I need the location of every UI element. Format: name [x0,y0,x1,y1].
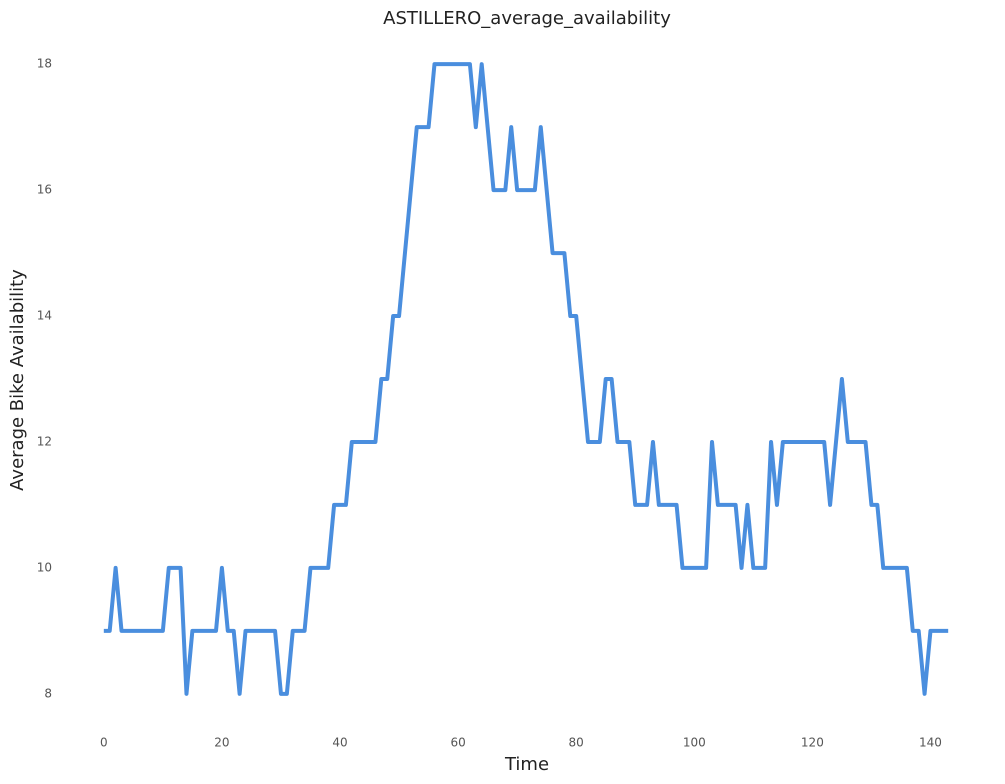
x-tick-label: 80 [569,736,584,750]
chart-title: ASTILLERO_average_availability [383,8,671,29]
data-line [103,62,949,696]
x-tick-label: 60 [450,736,465,750]
x-axis-label: Time [504,754,549,775]
x-tick-label: 20 [214,736,229,750]
y-tick-label: 8 [44,686,52,700]
y-tick-label: 18 [37,57,52,71]
x-tick-label: 0 [100,736,108,750]
y-tick-label: 14 [37,309,52,323]
y-tick-label: 16 [37,183,52,197]
x-tick-label: 120 [801,736,824,750]
x-tick-label: 100 [683,736,706,750]
y-tick-label: 10 [37,560,52,574]
y-axis-label: Average Bike Availability [7,269,28,491]
x-tick-label: 40 [332,736,347,750]
x-tick-label: 140 [919,736,942,750]
y-tick-label: 12 [37,434,52,448]
